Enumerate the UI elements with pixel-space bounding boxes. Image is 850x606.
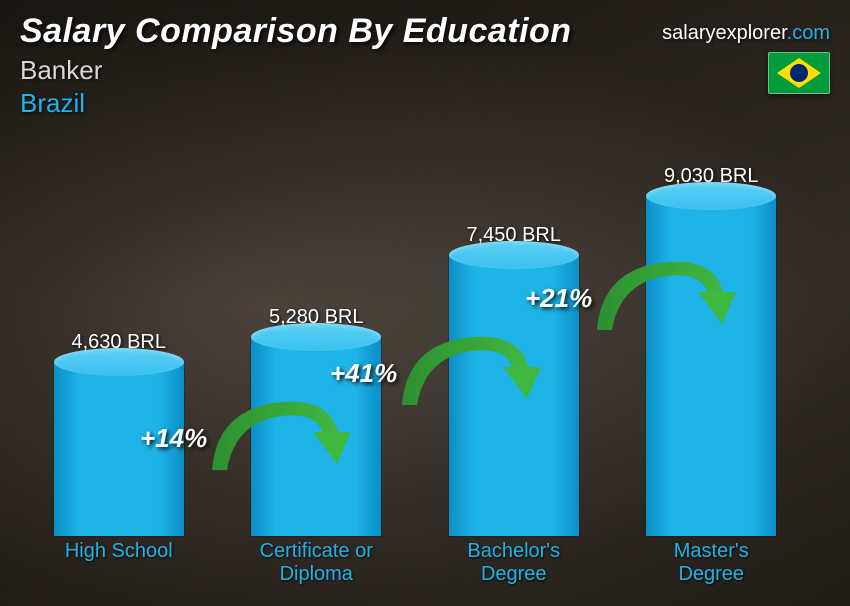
x-labels-container: High School Certificate orDiploma Bachelor…	[30, 540, 800, 588]
bar-group: 9,030 BRL	[623, 165, 801, 536]
subtitle-job: Banker	[20, 55, 830, 86]
bar-chart: 4,630 BRL5,280 BRL7,450 BRL9,030 BRL Hig…	[30, 148, 800, 588]
x-axis-label: Certificate orDiploma	[228, 540, 406, 588]
x-axis-label: High School	[30, 540, 208, 588]
brand-suffix: .com	[787, 22, 830, 44]
bar	[646, 196, 776, 536]
increase-arrow: +21%	[525, 248, 752, 348]
x-axis-label: Master'sDegree	[623, 540, 801, 588]
brand-name: salaryexplorer	[662, 22, 787, 44]
increase-pct-label: +14%	[140, 423, 207, 454]
x-axis-label: Bachelor'sDegree	[425, 540, 603, 588]
increase-arrow: +41%	[330, 323, 557, 423]
increase-pct-label: +21%	[525, 283, 592, 314]
flag-diamond-icon	[777, 58, 821, 88]
flag-circle-icon	[790, 64, 808, 82]
increase-pct-label: +41%	[330, 358, 397, 389]
curved-arrow-icon	[582, 248, 752, 348]
brand-logo-text: salaryexplorer.com	[662, 22, 830, 45]
brazil-flag-icon	[768, 52, 830, 94]
subtitle-country: Brazil	[20, 88, 830, 119]
